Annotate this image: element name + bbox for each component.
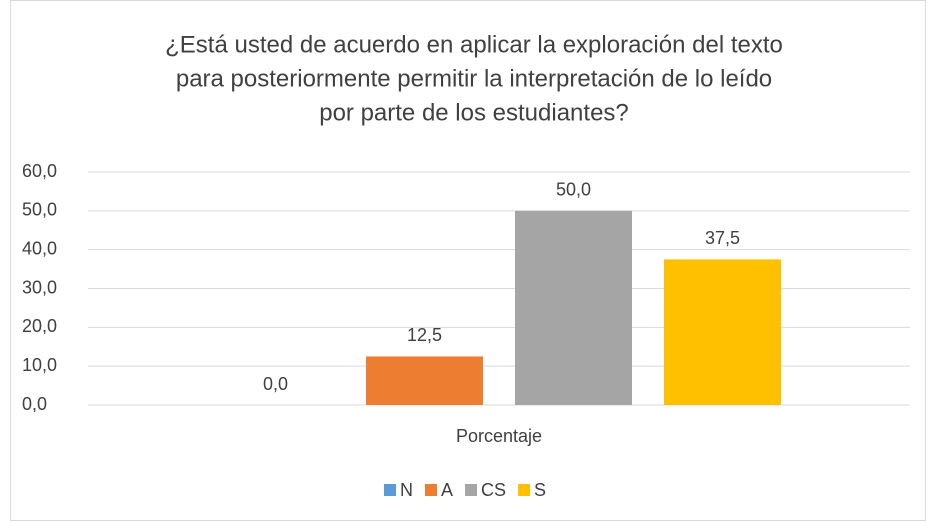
legend-label: S [534,480,546,500]
data-label: 0,0 [263,374,288,394]
data-label: 37,5 [705,228,740,248]
bar [515,210,632,405]
chart-title: por parte de los estudiantes? [319,99,629,126]
legend-swatch [384,484,396,496]
y-tick-label: 0,0 [22,394,47,414]
data-label: 50,0 [556,180,591,200]
y-tick-label: 40,0 [22,238,57,258]
data-label: 12,5 [407,325,442,345]
bar [664,259,781,405]
legend-label: CS [481,480,506,500]
legend-label: A [441,480,453,500]
y-tick-label: 50,0 [22,200,57,220]
legend-label: N [400,480,413,500]
y-tick-label: 30,0 [22,277,57,297]
legend-swatch [518,484,531,496]
x-tick-label: Porcentaje [456,426,542,446]
chart-title: ¿Está usted de acuerdo en aplicar la exp… [165,31,783,58]
y-tick-label: 10,0 [22,355,57,375]
legend-swatch [465,484,478,496]
y-tick-label: 60,0 [22,161,57,181]
y-tick-label: 20,0 [22,316,57,336]
legend-swatch [425,484,437,496]
chart-title: para posteriormente permitir la interpre… [176,65,772,92]
bar [366,356,483,405]
